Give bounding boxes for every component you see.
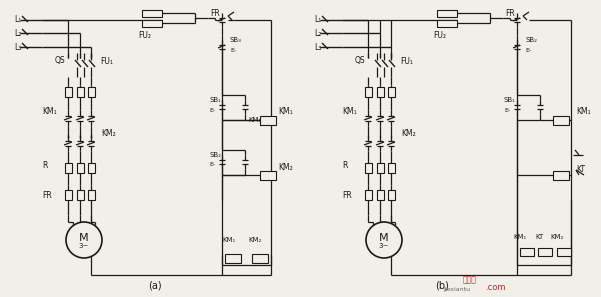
Text: L₃: L₃ [14, 42, 22, 51]
Bar [88, 87, 94, 97]
Text: KM₁: KM₁ [278, 108, 293, 116]
Text: M: M [79, 233, 89, 243]
Text: 接线图: 接线图 [463, 276, 477, 285]
Text: KT: KT [576, 165, 585, 175]
Text: QS: QS [355, 56, 365, 66]
Bar [76, 87, 84, 97]
Bar [64, 190, 72, 200]
Bar [388, 163, 394, 173]
Text: FU₁: FU₁ [400, 56, 413, 66]
Bar [553, 170, 569, 179]
Text: (b): (b) [435, 280, 449, 290]
Text: KM₂: KM₂ [401, 129, 416, 138]
Text: KM₂: KM₂ [101, 129, 116, 138]
Bar [364, 163, 371, 173]
Text: SB₂: SB₂ [525, 37, 537, 43]
Text: E-: E- [504, 108, 510, 113]
Text: KM₂: KM₂ [278, 162, 293, 171]
Text: SB₁: SB₁ [209, 97, 221, 103]
Text: 3~: 3~ [79, 243, 89, 249]
Bar [388, 190, 394, 200]
Bar [553, 116, 569, 124]
Text: KM₂: KM₂ [248, 237, 261, 243]
Text: L₁: L₁ [14, 15, 21, 24]
Bar [437, 20, 457, 26]
Text: KM₁: KM₁ [576, 108, 591, 116]
Text: FU₁: FU₁ [100, 56, 113, 66]
Text: FR: FR [42, 190, 52, 200]
Bar [260, 170, 276, 179]
Text: FU₂: FU₂ [138, 31, 151, 40]
Text: FU₂: FU₂ [433, 31, 447, 40]
Text: KM₂: KM₂ [551, 234, 564, 240]
Text: KM₁: KM₁ [222, 237, 235, 243]
Bar [538, 248, 552, 256]
Text: E-: E- [525, 48, 531, 53]
Text: (a): (a) [148, 280, 162, 290]
Bar [364, 87, 371, 97]
Text: QS: QS [55, 56, 66, 66]
Bar [252, 254, 268, 263]
Text: L₃: L₃ [314, 42, 322, 51]
Bar [376, 190, 383, 200]
Text: KM₁: KM₁ [42, 108, 56, 116]
Text: SB₃: SB₃ [230, 37, 242, 43]
Text: 3~: 3~ [379, 243, 389, 249]
Bar [437, 10, 457, 17]
Text: SB₁: SB₁ [504, 97, 516, 103]
Text: L₁: L₁ [314, 15, 322, 24]
Bar [64, 163, 72, 173]
Bar [364, 190, 371, 200]
Text: R: R [342, 160, 347, 170]
Text: KM₁: KM₁ [248, 117, 261, 123]
Circle shape [366, 222, 402, 258]
Text: FR: FR [342, 190, 352, 200]
Text: L₂: L₂ [14, 29, 22, 37]
Text: E-: E- [230, 48, 236, 53]
Bar [76, 163, 84, 173]
Bar [64, 87, 72, 97]
Text: FR: FR [210, 9, 220, 18]
Circle shape [66, 222, 102, 258]
Text: FR: FR [505, 9, 515, 18]
Text: KM₁: KM₁ [342, 108, 356, 116]
Bar [388, 87, 394, 97]
Text: E-: E- [209, 108, 215, 113]
Text: E-: E- [209, 162, 215, 168]
Bar [260, 116, 276, 124]
Text: R: R [42, 160, 47, 170]
Bar [520, 248, 534, 256]
Bar [88, 163, 94, 173]
Bar [376, 87, 383, 97]
Bar [142, 20, 162, 26]
Bar [225, 254, 241, 263]
Bar [88, 190, 94, 200]
Text: .com: .com [485, 284, 505, 293]
Bar [376, 163, 383, 173]
Text: L₂: L₂ [314, 29, 322, 37]
Bar [142, 10, 162, 17]
Bar [76, 190, 84, 200]
Bar [557, 248, 571, 256]
Text: jiexiantu: jiexiantu [444, 287, 471, 293]
Text: M: M [379, 233, 389, 243]
Text: SB₂: SB₂ [209, 152, 221, 158]
Text: KT: KT [535, 234, 543, 240]
Text: KM₁: KM₁ [513, 234, 526, 240]
